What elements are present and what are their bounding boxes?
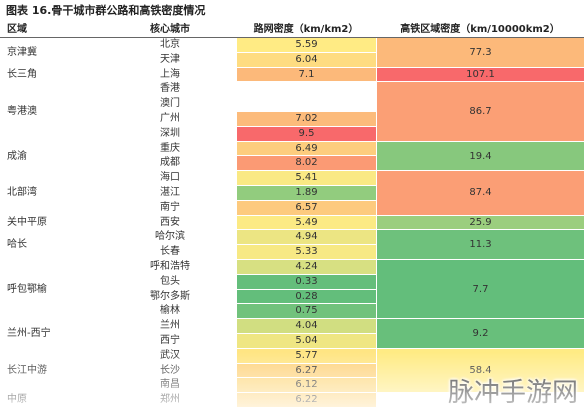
road-density-cell: 6.12 [236, 378, 376, 394]
city-name: 包头 [160, 275, 180, 287]
region-label: 北部湾 [7, 187, 37, 199]
city-name: 广州 [160, 113, 180, 124]
rail-density-cell: 107.1 [376, 67, 584, 83]
region-label: 关中平原 [7, 216, 47, 228]
city-name: 鄂尔多斯 [150, 290, 190, 302]
road-density-cell: 0.28 [236, 289, 376, 305]
rail-density-cell: 7.7 [376, 260, 584, 320]
rail-density-cell: 77.3 [376, 38, 584, 68]
road-density-cell: 6.27 [236, 363, 376, 379]
title: 图表 16.骨干城市群公路和高铁密度情况 [6, 4, 206, 17]
region-label: 成渝 [7, 150, 27, 162]
column-header: 核心城市 [150, 24, 190, 35]
city-name: 长沙 [160, 364, 180, 376]
column-header: 路网密度（km/km2） [253, 24, 359, 35]
road-density-cell [236, 97, 376, 112]
city-name: 成都 [160, 157, 180, 169]
region-label: 中原 [7, 394, 27, 406]
city-name: 重庆 [160, 142, 180, 154]
city-name: 呼和浩特 [150, 261, 190, 272]
city-name: 香港 [160, 83, 180, 95]
city-name: 湛江 [160, 187, 180, 198]
region-label: 兰州-西宁 [7, 328, 51, 340]
rail-density-cell: 19.4 [376, 141, 584, 172]
road-density-cell: 7.02 [236, 112, 376, 127]
road-density-cell: 6.49 [236, 141, 376, 157]
road-density-cell: 6.57 [236, 200, 376, 216]
city-name: 深圳 [160, 127, 180, 139]
city-name: 武汉 [160, 349, 180, 361]
road-density-cell: 8.02 [236, 156, 376, 172]
region-label: 长江中游 [7, 364, 47, 376]
road-density-cell: 5.41 [236, 171, 376, 186]
road-density-cell: 5.77 [236, 348, 376, 364]
city-name: 西安 [160, 216, 180, 228]
column-header: 区域 [7, 24, 27, 35]
rail-density-cell: 11.3 [376, 230, 584, 260]
rail-density-cell: 25.9 [376, 215, 584, 231]
city-name: 西宁 [160, 335, 180, 346]
road-density-cell: 7.1 [236, 67, 376, 83]
road-density-cell: 4.94 [236, 230, 376, 246]
column-header: 高铁区域密度（km/10000km2） [400, 24, 560, 35]
road-density-cell: 1.89 [236, 186, 376, 201]
road-density-cell: 4.04 [236, 319, 376, 334]
city-name: 澳门 [160, 98, 180, 110]
rail-density-cell: 87.4 [376, 171, 584, 216]
road-density-cell: 5.04 [236, 334, 376, 349]
city-name: 榆林 [160, 305, 180, 317]
road-density-cell [236, 82, 376, 98]
city-name: 北京 [160, 39, 180, 50]
city-name: 长春 [160, 246, 180, 258]
region-label: 哈长 [7, 239, 27, 251]
region-label: 京津冀 [7, 47, 37, 58]
city-name: 南宁 [160, 201, 180, 213]
rail-density-cell: 9.2 [376, 319, 584, 349]
road-density-cell: 9.5 [236, 126, 376, 142]
road-density-cell: 5.33 [236, 245, 376, 260]
header-rule [0, 37, 584, 38]
road-density-cell: 5.49 [236, 215, 376, 231]
city-name: 海口 [160, 172, 180, 184]
region-label: 呼包鄂榆 [7, 284, 47, 295]
watermark: 脉冲手游网 [447, 378, 578, 408]
region-label: 粤港澳 [7, 106, 37, 118]
road-density-cell: 0.33 [236, 274, 376, 290]
city-name: 哈尔滨 [155, 231, 185, 243]
region-label: 长三角 [7, 68, 37, 80]
city-name: 天津 [160, 53, 180, 65]
road-density-cell: 5.59 [236, 38, 376, 53]
city-name: 郑州 [160, 394, 180, 406]
road-density-cell: 4.24 [236, 260, 376, 275]
road-density-cell: 6.22 [236, 393, 376, 408]
road-density-cell: 6.04 [236, 52, 376, 68]
city-name: 兰州 [160, 320, 180, 332]
city-name: 上海 [160, 68, 180, 80]
city-name: 南昌 [160, 379, 180, 391]
road-density-cell: 0.75 [236, 304, 376, 320]
rail-density-cell: 86.7 [376, 82, 584, 142]
